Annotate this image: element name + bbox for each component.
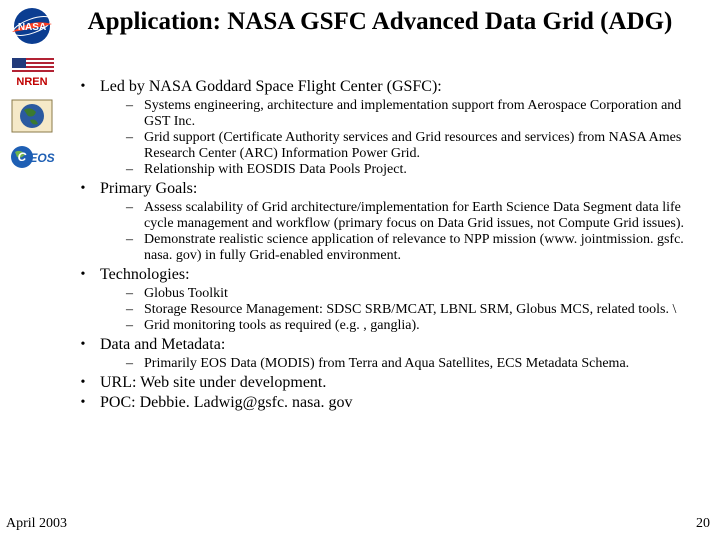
sub-bullet-item: –Grid support (Certificate Authority ser… [126,130,706,162]
sub-bullet-item: –Grid monitoring tools as required (e.g.… [126,318,706,334]
sub-bullet-text: Primarily EOS Data (MODIS) from Terra an… [144,356,629,372]
bullet-marker: • [66,394,100,412]
bullet-item: •Technologies:–Globus Toolkit–Storage Re… [66,266,706,334]
dash-marker: – [126,302,144,318]
earth-logo-icon [8,98,56,134]
svg-text:EOS: EOS [29,151,54,165]
bullet-text: Led by NASA Goddard Space Flight Center … [100,78,442,96]
dash-marker: – [126,286,144,302]
sub-bullet-text: Assess scalability of Grid architecture/… [144,200,704,232]
footer-page-number: 20 [696,516,710,532]
sub-bullet-list: –Globus Toolkit–Storage Resource Managem… [126,286,706,334]
bullet-marker: • [66,266,100,284]
bullet-text: Data and Metadata: [100,336,225,354]
sub-bullet-item: –Demonstrate realistic science applicati… [126,232,706,264]
bullet-text: Primary Goals: [100,180,197,198]
sub-bullet-item: –Storage Resource Management: SDSC SRB/M… [126,302,706,318]
sub-bullet-item: –Globus Toolkit [126,286,706,302]
sub-bullet-item: –Systems engineering, architecture and i… [126,98,706,130]
bullet-marker: • [66,374,100,392]
bullet-text: Technologies: [100,266,190,284]
dash-marker: – [126,356,144,372]
dash-marker: – [126,130,144,146]
bullet-marker: • [66,336,100,354]
bullet-item: •Primary Goals: –Assess scalability of Gr… [66,180,706,264]
dash-marker: – [126,318,144,334]
sub-bullet-text: Demonstrate realistic science applicatio… [144,232,704,264]
sub-bullet-text: Globus Toolkit [144,286,228,302]
sub-bullet-text: Systems engineering, architecture and im… [144,98,704,130]
sub-bullet-list: –Systems engineering, architecture and i… [126,98,706,178]
dash-marker: – [126,98,144,114]
nren-logo-icon: NREN [8,56,56,88]
sub-bullet-text: Grid monitoring tools as required (e.g. … [144,318,420,334]
nasa-logo-icon: NASA [8,6,56,46]
bullet-marker: • [66,78,100,96]
sub-bullet-item: –Relationship with EOSDIS Data Pools Pro… [126,162,706,178]
bullet-list: •Led by NASA Goddard Space Flight Center… [66,78,706,412]
bullet-text: POC: Debbie. Ladwig@gsfc. nasa. gov [100,394,352,412]
bullet-item: •URL: Web site under development. [66,374,706,392]
footer-date: April 2003 [6,516,67,532]
ceos-logo-icon: EOS C [8,144,56,170]
dash-marker: – [126,200,144,216]
sub-bullet-item: –Assess scalability of Grid architecture… [126,200,706,232]
sub-bullet-text: Grid support (Certificate Authority serv… [144,130,704,162]
logo-sidebar: NASA NREN EOS C [4,6,59,170]
slide-title: Application: NASA GSFC Advanced Data Gri… [70,8,690,37]
sub-bullet-list: –Assess scalability of Grid architecture… [126,200,706,264]
sub-bullet-text: Relationship with EOSDIS Data Pools Proj… [144,162,407,178]
bullet-text: URL: Web site under development. [100,374,326,392]
slide-body: •Led by NASA Goddard Space Flight Center… [66,78,706,414]
svg-text:C: C [17,150,26,164]
bullet-item: •Data and Metadata: –Primarily EOS Data (… [66,336,706,372]
sub-bullet-item: –Primarily EOS Data (MODIS) from Terra a… [126,356,706,372]
svg-text:NREN: NREN [16,76,47,88]
sub-bullet-list: –Primarily EOS Data (MODIS) from Terra a… [126,356,706,372]
dash-marker: – [126,162,144,178]
dash-marker: – [126,232,144,248]
bullet-item: •Led by NASA Goddard Space Flight Center… [66,78,706,178]
bullet-item: •POC: Debbie. Ladwig@gsfc. nasa. gov [66,394,706,412]
bullet-marker: • [66,180,100,198]
sub-bullet-text: Storage Resource Management: SDSC SRB/MC… [144,302,676,318]
svg-text:NASA: NASA [17,22,45,33]
